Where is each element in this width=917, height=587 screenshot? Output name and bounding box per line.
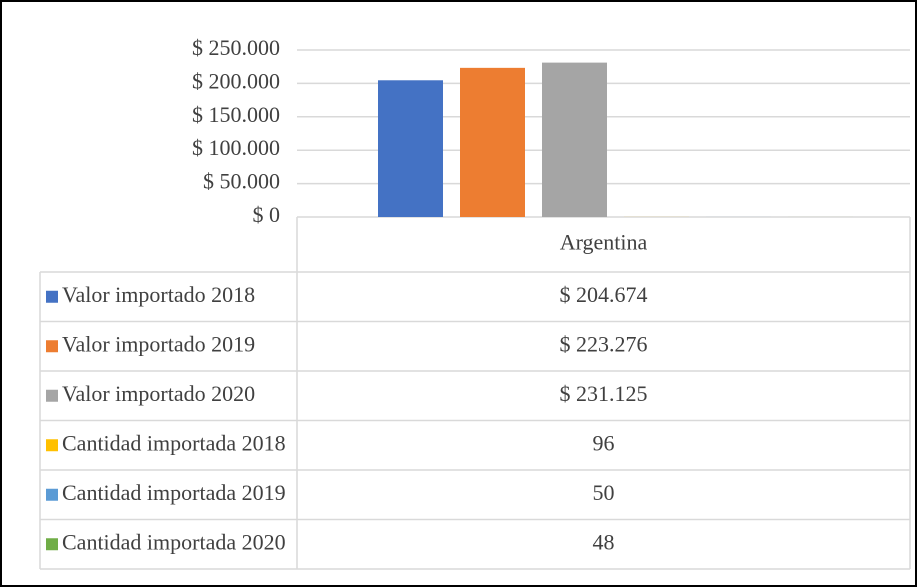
legend-key <box>46 538 58 551</box>
legend-label: Valor importado 2019 <box>62 331 255 356</box>
table-value: $ 223.276 <box>560 331 648 356</box>
category-label: Argentina <box>560 230 648 255</box>
legend-key <box>46 340 58 353</box>
table-value: 96 <box>593 430 615 455</box>
bar <box>378 80 443 217</box>
legend-label: Cantidad importada 2019 <box>62 480 286 505</box>
y-tick-label: $ 50.000 <box>203 169 280 194</box>
legend-label: Valor importado 2020 <box>62 381 255 406</box>
table-value: 50 <box>593 480 615 505</box>
y-tick-label: $ 0 <box>253 202 281 227</box>
bar <box>460 67 525 218</box>
legend-label: Cantidad importada 2018 <box>62 430 286 455</box>
table-value: $ 204.674 <box>560 282 648 307</box>
y-tick-label: $ 100.000 <box>192 135 280 160</box>
y-tick-label: $ 250.000 <box>192 35 280 60</box>
table-value: $ 231.125 <box>560 381 648 406</box>
table-value: 48 <box>593 529 615 554</box>
y-tick-label: $ 200.000 <box>192 68 280 93</box>
bar <box>542 62 607 217</box>
legend-label: Valor importado 2018 <box>62 282 255 307</box>
legend-key <box>46 290 58 303</box>
legend-label: Cantidad importada 2020 <box>62 529 286 554</box>
legend-key <box>46 439 58 452</box>
legend-key <box>46 488 58 501</box>
y-tick-label: $ 150.000 <box>192 102 280 127</box>
legend-key <box>46 389 58 402</box>
